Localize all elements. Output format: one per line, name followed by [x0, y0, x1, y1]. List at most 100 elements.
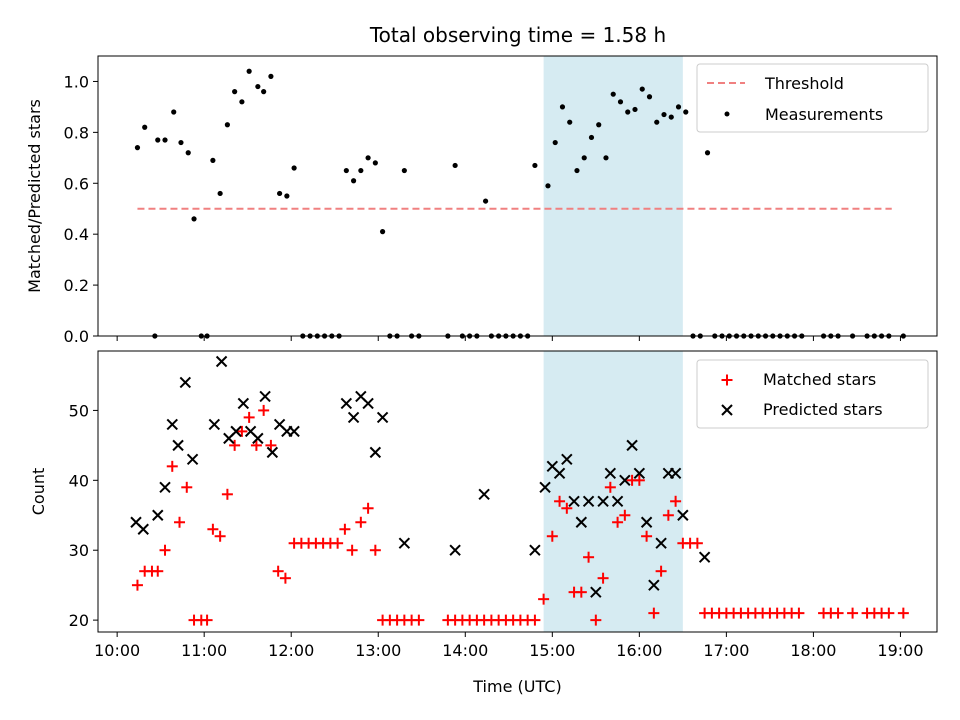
bottom-y-tick-label: 20	[69, 611, 89, 630]
matched-star-point	[691, 537, 703, 549]
predicted-star-point	[398, 537, 411, 549]
matched-star-point	[670, 495, 682, 507]
bottom-highlight-span	[543, 351, 683, 632]
measurement-point	[191, 216, 197, 222]
matched-star-point	[174, 516, 186, 528]
top-y-tick-label: 0.2	[64, 276, 89, 295]
bottom-legend: Matched stars Predicted stars	[696, 359, 929, 429]
predicted-star-point	[582, 495, 595, 507]
matched-star-point	[243, 411, 255, 423]
matched-star-point	[633, 474, 645, 486]
predicted-star-point	[376, 411, 389, 424]
legend-matched-label: Matched stars	[763, 370, 876, 389]
measurement-point	[596, 122, 602, 128]
bottom-highlight-layer	[543, 351, 683, 632]
matched-star-point	[597, 572, 609, 584]
matched-star-point	[883, 607, 895, 619]
predicted-star-point	[186, 453, 199, 466]
predicted-star-point	[340, 397, 353, 410]
matched-star-point	[832, 607, 844, 619]
measurement-point	[574, 167, 580, 174]
matched-star-point	[214, 530, 226, 542]
matched-star-point	[207, 523, 219, 535]
top-y-tick-label: 0.0	[64, 327, 89, 346]
measurement-point	[654, 119, 660, 125]
predicted-star-point	[539, 481, 551, 494]
legend-matched-swatch	[721, 374, 733, 386]
matched-star-point	[793, 607, 805, 619]
legend-measurements-label: Measurements	[765, 105, 883, 124]
matched-star-point	[339, 523, 351, 535]
top-legend-box	[696, 63, 929, 133]
measurement-point	[610, 91, 616, 97]
x-tick-label: 10:00	[94, 641, 140, 660]
x-axis-label: Time (UTC)	[472, 677, 561, 696]
bottom-ticks-layer: 10:00 11:00 12:00 13:00 14:00 15:00 16:00 17:00…	[69, 401, 924, 660]
top-ticks-layer: 0.0 0.2 0.4 0.6 0.8 1.0	[64, 72, 901, 346]
top-y-tick-label: 0.8	[64, 123, 89, 142]
measurement-point	[675, 104, 682, 110]
predicted-star-point	[266, 446, 279, 459]
predicted-star-point	[478, 488, 490, 501]
predicted-star-point	[604, 467, 617, 480]
legend-matched-marker	[721, 374, 733, 386]
matched-star-point	[221, 488, 233, 500]
matched-star-point	[152, 565, 164, 577]
matched-star-point	[229, 439, 241, 451]
x-tick-label: 14:00	[442, 641, 488, 660]
predicted-star-point	[553, 467, 566, 480]
predicted-star-point	[568, 495, 580, 507]
measurement-point	[639, 86, 645, 92]
chart-title: Total observing time = 1.58 h	[369, 23, 666, 47]
legend-predicted-label: Predicted stars	[763, 400, 883, 419]
predicted-star-point	[230, 425, 242, 438]
predicted-star-point	[590, 586, 602, 598]
top-highlight-layer	[543, 56, 683, 336]
measurement-point	[162, 137, 168, 143]
measurement-point	[661, 111, 667, 118]
measurement-point	[559, 104, 566, 110]
x-tick-label: 18:00	[790, 641, 836, 660]
matched-star-point	[279, 572, 291, 584]
predicted-star-point	[677, 509, 689, 521]
matched-points-layer	[131, 404, 909, 626]
measurement-point	[185, 150, 191, 156]
measurement-point	[210, 157, 216, 163]
predicted-star-point	[179, 376, 192, 389]
measurement-point	[261, 89, 267, 95]
matched-star-point	[590, 614, 602, 626]
predicted-star-point	[575, 516, 588, 528]
measurement-point	[567, 119, 573, 125]
matched-star-point	[604, 481, 616, 493]
measurement-point	[603, 155, 609, 161]
x-tick-label: 12:00	[268, 641, 314, 660]
matched-star-point	[413, 614, 425, 626]
measurement-point	[224, 122, 230, 128]
x-tick-label: 16:00	[616, 641, 662, 660]
measurement-point	[217, 190, 223, 197]
measurement-point	[683, 109, 689, 115]
measurement-point	[350, 178, 357, 184]
matched-star-point	[648, 607, 660, 619]
matched-star-point	[236, 425, 248, 437]
legend-predicted-marker	[721, 404, 733, 416]
predicted-star-point	[449, 544, 461, 556]
measurement-point	[379, 229, 386, 235]
predicted-star-point	[597, 495, 609, 507]
measurement-point	[401, 167, 407, 174]
legend-predicted-swatch	[721, 404, 733, 416]
matched-star-point	[258, 404, 270, 416]
predicted-star-point	[159, 481, 171, 494]
bottom-y-tick-label: 50	[69, 401, 89, 420]
measurement-point	[372, 160, 378, 166]
measurement-point	[581, 155, 587, 161]
matched-star-point	[159, 544, 171, 556]
predicted-star-point	[648, 579, 660, 591]
top-highlight-span	[543, 56, 683, 336]
matched-star-point	[561, 502, 573, 514]
measurement-point	[277, 190, 283, 197]
matched-star-point	[346, 544, 358, 556]
predicted-star-point	[166, 418, 178, 431]
matched-star-point	[265, 439, 277, 451]
predicted-star-point	[619, 474, 631, 487]
